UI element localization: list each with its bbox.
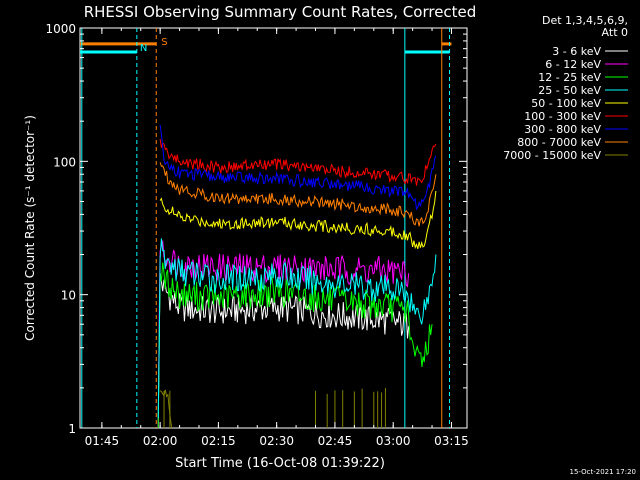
x-tick-label: 02:15 (201, 434, 236, 448)
legend-label: 25 - 50 keV (538, 84, 601, 97)
timestamp: 15-Oct-2021 17:20 (570, 468, 636, 476)
series-line (157, 240, 410, 429)
series-line (159, 124, 437, 211)
legend-label: 100 - 300 keV (524, 110, 601, 123)
legend-label: 800 - 7000 keV (517, 136, 601, 149)
series-line (157, 238, 437, 419)
series-line (159, 138, 437, 186)
x-tick-label: 02:45 (318, 434, 353, 448)
legend-label: 300 - 800 keV (524, 123, 601, 136)
x-tick-label: 03:15 (434, 434, 469, 448)
chart-title: RHESSI Observing Summary Count Rates, Co… (84, 3, 477, 21)
x-tick-label: 03:00 (376, 434, 411, 448)
x-tick-label: 01:45 (85, 434, 120, 448)
series-lines (157, 124, 437, 429)
legend-header: Det 1,3,4,5,6,9, (542, 14, 628, 27)
y-axis-label: Corrected Count Rate (s⁻¹ detector⁻¹) (23, 115, 37, 341)
series-line (157, 262, 433, 429)
legend-label: 3 - 6 keV (552, 45, 601, 58)
y-tick-label: 100 (53, 155, 76, 169)
series-line (159, 162, 437, 227)
x-tick-label: 02:30 (259, 434, 294, 448)
legend-label: 50 - 100 keV (531, 97, 601, 110)
series-line (159, 190, 437, 250)
y-tick-label: 10 (61, 289, 76, 303)
y-tick-label: 1 (68, 422, 76, 436)
legend-label: 7000 - 15000 keV (503, 149, 601, 162)
y-tick-label: 1000 (45, 22, 76, 36)
legend-header: Att 0 (602, 26, 628, 39)
y-axis-ticks: 1 10 100 1000 (45, 22, 467, 436)
x-tick-label: 02:00 (143, 434, 178, 448)
flag-lines: SN (81, 28, 451, 428)
x-axis-label: Start Time (16-Oct-08 01:39:22) (175, 456, 385, 471)
series-line (157, 273, 410, 429)
flag-label: N (140, 43, 147, 54)
legend-label: 12 - 25 keV (538, 71, 601, 84)
flag-label: S (161, 37, 167, 48)
x-axis-ticks: 01:45 02:00 02:15 02:30 02:45 03:00 03:15 (85, 28, 469, 448)
plot-area-frame (79, 27, 468, 429)
legend-label: 6 - 12 keV (545, 58, 601, 71)
